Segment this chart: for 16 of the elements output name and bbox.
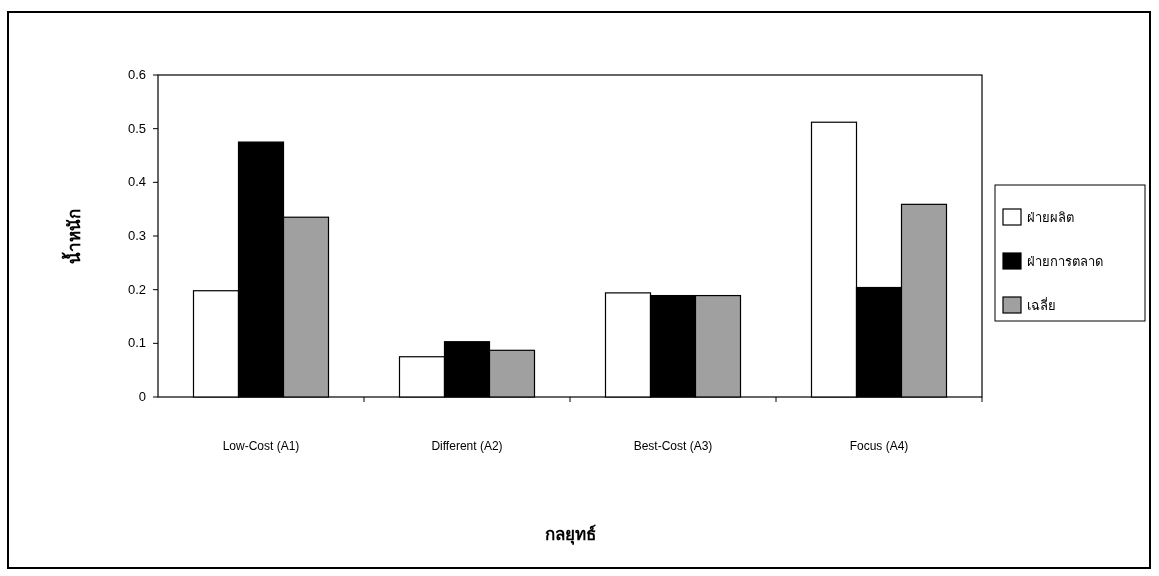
x-tick-label: Focus (A4) xyxy=(849,439,909,453)
y-tick-label: 0 xyxy=(138,389,146,404)
legend-label: ฝ่ายผลิต xyxy=(1027,210,1074,225)
y-tick-label: 0.2 xyxy=(127,281,146,297)
x-tick-label: Best-Cost (A3) xyxy=(633,439,713,453)
y-tick-label: 0.5 xyxy=(127,120,146,136)
y-tick-label: 0.1 xyxy=(127,335,146,351)
legend-label: ฝ่ายการตลาด xyxy=(1027,254,1103,269)
y-axis-title: น้ำหนัก xyxy=(61,208,84,264)
y-tick-label: 0.6 xyxy=(127,67,146,82)
x-axis-title: กลยุทธ์ xyxy=(544,524,596,545)
x-tick-label: Low-Cost (A1) xyxy=(222,439,300,453)
x-tick-label: Different (A2) xyxy=(431,439,503,453)
legend-label: เฉลี่ย xyxy=(1027,297,1056,313)
y-tick-label: 0.4 xyxy=(127,174,146,190)
y-tick-label: 0.3 xyxy=(127,228,146,243)
